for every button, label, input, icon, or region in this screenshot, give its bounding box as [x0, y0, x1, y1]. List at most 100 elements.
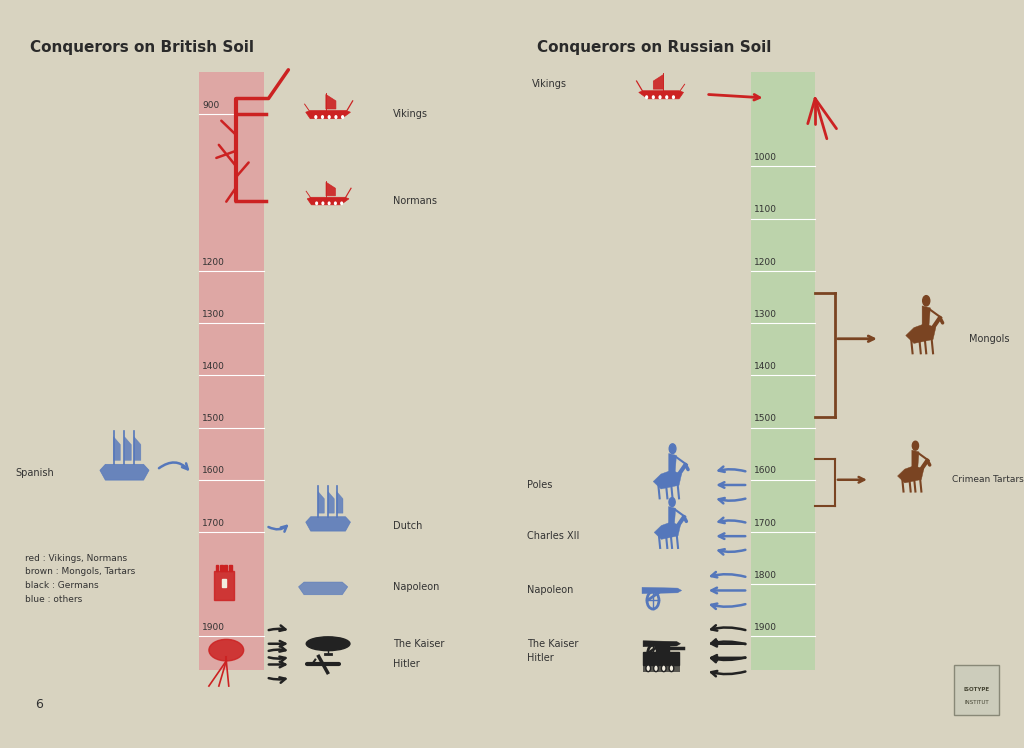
- Polygon shape: [669, 453, 677, 472]
- Bar: [656, 643, 669, 652]
- Bar: [751, 73, 815, 670]
- Bar: [954, 665, 998, 715]
- Text: 1200: 1200: [203, 257, 225, 266]
- Circle shape: [912, 441, 919, 450]
- Text: 6: 6: [35, 699, 43, 711]
- Polygon shape: [114, 437, 121, 460]
- Text: Dutch: Dutch: [392, 521, 422, 531]
- Polygon shape: [318, 491, 325, 513]
- Bar: [229, 565, 231, 571]
- Circle shape: [669, 497, 675, 506]
- Text: 1900: 1900: [754, 623, 777, 632]
- Text: Poles: Poles: [527, 480, 552, 490]
- Text: Normans: Normans: [392, 196, 436, 206]
- Polygon shape: [653, 470, 682, 489]
- Bar: [643, 652, 679, 665]
- Circle shape: [322, 202, 324, 204]
- Text: 1600: 1600: [203, 467, 225, 476]
- Bar: [214, 571, 233, 601]
- Circle shape: [662, 665, 666, 672]
- Text: 1700: 1700: [203, 518, 225, 527]
- Text: 1800: 1800: [754, 571, 777, 580]
- Polygon shape: [654, 522, 680, 539]
- Polygon shape: [923, 306, 931, 325]
- Polygon shape: [125, 437, 131, 460]
- Circle shape: [646, 96, 647, 99]
- Circle shape: [646, 665, 650, 672]
- Text: 1100: 1100: [754, 205, 777, 215]
- Circle shape: [329, 202, 330, 204]
- Text: Crimean Tartars: Crimean Tartars: [951, 475, 1023, 484]
- Text: 1500: 1500: [754, 414, 777, 423]
- Circle shape: [652, 96, 654, 99]
- Circle shape: [315, 202, 317, 204]
- Text: The Kaiser: The Kaiser: [392, 639, 444, 649]
- Circle shape: [659, 96, 660, 99]
- Polygon shape: [328, 491, 334, 513]
- Polygon shape: [326, 183, 336, 196]
- Circle shape: [329, 116, 330, 118]
- Text: 1300: 1300: [203, 310, 225, 319]
- Text: Napoleon: Napoleon: [527, 586, 573, 595]
- Polygon shape: [643, 641, 681, 647]
- Text: 1400: 1400: [754, 362, 777, 371]
- Circle shape: [923, 295, 930, 306]
- Polygon shape: [911, 450, 919, 468]
- Polygon shape: [307, 197, 349, 205]
- Bar: [224, 565, 227, 571]
- Text: Conquerors on British Soil: Conquerors on British Soil: [30, 40, 254, 55]
- Circle shape: [341, 202, 342, 204]
- Circle shape: [653, 665, 658, 672]
- Text: Conquerors on Russian Soil: Conquerors on Russian Soil: [537, 40, 771, 55]
- Polygon shape: [326, 94, 336, 109]
- Text: 1900: 1900: [203, 623, 225, 632]
- Bar: [221, 580, 226, 587]
- Polygon shape: [337, 491, 343, 513]
- Text: 1000: 1000: [754, 153, 777, 162]
- Text: 1200: 1200: [754, 257, 777, 266]
- Bar: [215, 565, 218, 571]
- Text: 1300: 1300: [754, 310, 777, 319]
- Ellipse shape: [306, 637, 350, 651]
- Circle shape: [673, 96, 675, 99]
- Text: INSTITUT: INSTITUT: [965, 700, 989, 705]
- Polygon shape: [898, 466, 924, 483]
- Text: Napoleon: Napoleon: [392, 582, 439, 592]
- Polygon shape: [906, 324, 936, 343]
- Bar: [642, 663, 680, 672]
- Text: The Kaiser: The Kaiser: [527, 639, 579, 649]
- Text: 900: 900: [203, 101, 220, 110]
- Circle shape: [666, 96, 668, 99]
- Polygon shape: [306, 517, 350, 531]
- Text: 1500: 1500: [203, 414, 225, 423]
- Text: ISOTYPE: ISOTYPE: [964, 687, 989, 693]
- Polygon shape: [100, 465, 150, 480]
- Text: Charles XII: Charles XII: [527, 531, 580, 541]
- Text: Spanish: Spanish: [15, 468, 54, 479]
- Circle shape: [669, 665, 674, 672]
- Text: Hitler: Hitler: [527, 653, 554, 663]
- Polygon shape: [669, 506, 676, 524]
- Text: red : Vikings, Normans
brown : Mongols, Tartars
black : Germans
blue : others: red : Vikings, Normans brown : Mongols, …: [26, 554, 135, 604]
- Polygon shape: [306, 111, 350, 119]
- Text: Hitler: Hitler: [392, 660, 420, 669]
- Bar: [220, 565, 222, 571]
- Bar: [199, 73, 263, 670]
- Text: 1700: 1700: [754, 518, 777, 527]
- Circle shape: [322, 116, 324, 118]
- Polygon shape: [642, 587, 682, 594]
- Polygon shape: [653, 75, 664, 89]
- Text: 1600: 1600: [754, 467, 777, 476]
- Circle shape: [670, 444, 676, 453]
- Polygon shape: [134, 437, 141, 460]
- Text: Mongols: Mongols: [969, 334, 1010, 344]
- Polygon shape: [639, 91, 683, 99]
- Circle shape: [335, 202, 336, 204]
- Text: 1400: 1400: [203, 362, 225, 371]
- Circle shape: [335, 116, 337, 118]
- Ellipse shape: [209, 640, 244, 661]
- Circle shape: [342, 116, 343, 118]
- Text: Vikings: Vikings: [392, 109, 428, 119]
- Polygon shape: [299, 582, 348, 595]
- Text: Vikings: Vikings: [532, 79, 567, 88]
